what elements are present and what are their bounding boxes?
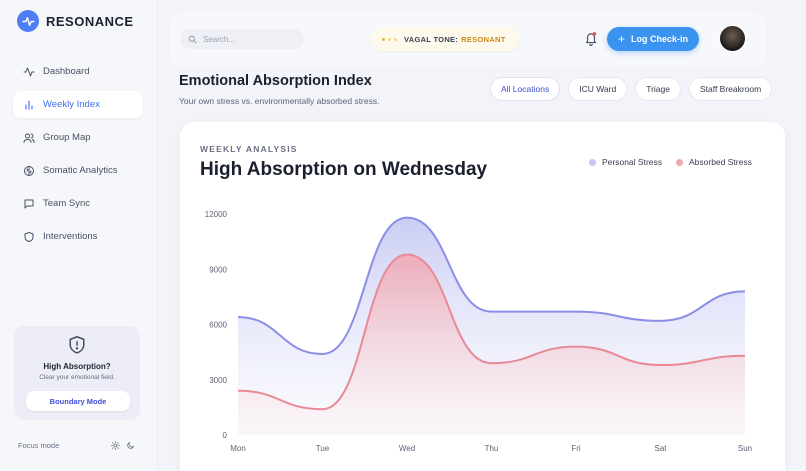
chart-card: WEEKLY ANALYSIS High Absorption on Wedne… xyxy=(180,122,785,471)
status-dots-icon xyxy=(382,37,397,41)
series-line-personal xyxy=(237,216,746,355)
sidebar-item-label: Weekly Index xyxy=(43,99,100,110)
sidebar-item-group-map[interactable]: Group Map xyxy=(13,124,143,151)
shield-icon xyxy=(24,231,34,242)
activity-icon xyxy=(23,67,35,76)
sidebar-item-label: Group Map xyxy=(43,132,91,143)
sidebar-item-dashboard[interactable]: Dashboard xyxy=(13,58,143,85)
search-input[interactable] xyxy=(203,34,293,44)
legend-label-absorbed: Absorbed Stress xyxy=(689,157,752,167)
vagal-tone-badge: VAGAL TONE: RESONANT xyxy=(370,27,520,51)
moon-icon[interactable] xyxy=(125,440,136,451)
sidebar-item-weekly-index[interactable]: Weekly Index xyxy=(13,91,143,118)
series-line-absorbed xyxy=(237,253,746,411)
vagal-tone-label: VAGAL TONE: xyxy=(404,34,459,44)
shield-alert-icon xyxy=(69,336,85,354)
focus-mode-toggle[interactable] xyxy=(110,440,136,451)
y-tick-label: 9000 xyxy=(209,265,227,274)
series-area-absorbed xyxy=(238,254,745,435)
chart-legend: Personal Stress Absorbed Stress xyxy=(589,157,752,167)
log-check-in-button[interactable]: + Log Check-in xyxy=(607,27,699,51)
plus-icon: + xyxy=(617,32,625,46)
filter-all-locations[interactable]: All Locations xyxy=(490,77,561,101)
x-tick-label: Fri xyxy=(571,444,581,453)
message-icon xyxy=(24,199,34,208)
sidebar-item-label: Somatic Analytics xyxy=(43,165,118,176)
x-tick-label: Mon xyxy=(230,444,246,453)
legend-item-absorbed: Absorbed Stress xyxy=(676,157,752,167)
search-icon xyxy=(188,35,197,43)
help-card: High Absorption? Clear your emotional fi… xyxy=(14,326,140,420)
brand[interactable]: RESONANCE xyxy=(17,10,134,32)
vagal-tone-value: RESONANT xyxy=(461,34,506,44)
legend-swatch-personal xyxy=(589,158,596,166)
sidebar-item-label: Interventions xyxy=(43,231,98,242)
legend-item-personal: Personal Stress xyxy=(589,157,662,167)
y-tick-label: 6000 xyxy=(209,321,227,330)
card-title: High Absorption on Wednesday xyxy=(200,159,488,180)
sidebar-nav: Dashboard Weekly Index Group Map Somatic… xyxy=(13,58,143,256)
brain-icon xyxy=(24,165,34,176)
card-eyebrow: WEEKLY ANALYSIS xyxy=(200,144,298,154)
avatar[interactable] xyxy=(719,25,746,52)
search-box[interactable] xyxy=(180,29,304,49)
filter-triage[interactable]: Triage xyxy=(635,77,681,101)
brand-name: RESONANCE xyxy=(46,13,134,29)
x-tick-label: Wed xyxy=(399,444,415,453)
sidebar-item-label: Team Sync xyxy=(43,198,90,209)
top-bar: VAGAL TONE: RESONANT + Log Check-in xyxy=(170,12,766,66)
help-card-subtitle: Clear your emotional field. xyxy=(39,374,115,381)
sidebar-item-team-sync[interactable]: Team Sync xyxy=(13,190,143,217)
sun-icon[interactable] xyxy=(110,440,121,451)
bar-chart-icon xyxy=(25,99,33,110)
location-filters: All Locations ICU Ward Triage Staff Brea… xyxy=(490,77,773,101)
page-subtitle: Your own stress vs. environmentally abso… xyxy=(179,96,380,106)
help-card-title: High Absorption? xyxy=(43,362,111,371)
x-tick-label: Sun xyxy=(738,444,752,453)
sidebar-item-somatic-analytics[interactable]: Somatic Analytics xyxy=(13,157,143,184)
area-chart: 0 3000 6000 9000 12000 Mon Tue Wed Thu Fri Sat Sun xyxy=(205,210,752,453)
log-check-in-label: Log Check-in xyxy=(631,34,689,44)
sidebar-item-label: Dashboard xyxy=(43,66,90,77)
y-tick-label: 12000 xyxy=(205,210,228,219)
y-tick-label: 3000 xyxy=(209,376,227,385)
sidebar-item-interventions[interactable]: Interventions xyxy=(13,223,143,250)
filter-staff-breakroom[interactable]: Staff Breakroom xyxy=(688,77,773,101)
page-title: Emotional Absorption Index xyxy=(179,73,372,89)
bell-icon[interactable] xyxy=(584,31,598,46)
users-icon xyxy=(23,133,35,143)
filter-icu-ward[interactable]: ICU Ward xyxy=(568,77,628,101)
legend-label-personal: Personal Stress xyxy=(602,157,662,167)
y-tick-label: 0 xyxy=(223,431,228,440)
x-tick-label: Tue xyxy=(316,444,330,453)
legend-swatch-absorbed xyxy=(676,158,683,166)
sidebar: RESONANCE Dashboard Weekly Index Group M… xyxy=(0,0,158,471)
boundary-mode-button[interactable]: Boundary Mode xyxy=(26,391,130,411)
x-tick-label: Thu xyxy=(485,444,499,453)
pulse-logo-icon xyxy=(17,10,39,32)
x-tick-label: Sat xyxy=(654,444,667,453)
focus-mode-label: Focus mode xyxy=(18,441,60,450)
